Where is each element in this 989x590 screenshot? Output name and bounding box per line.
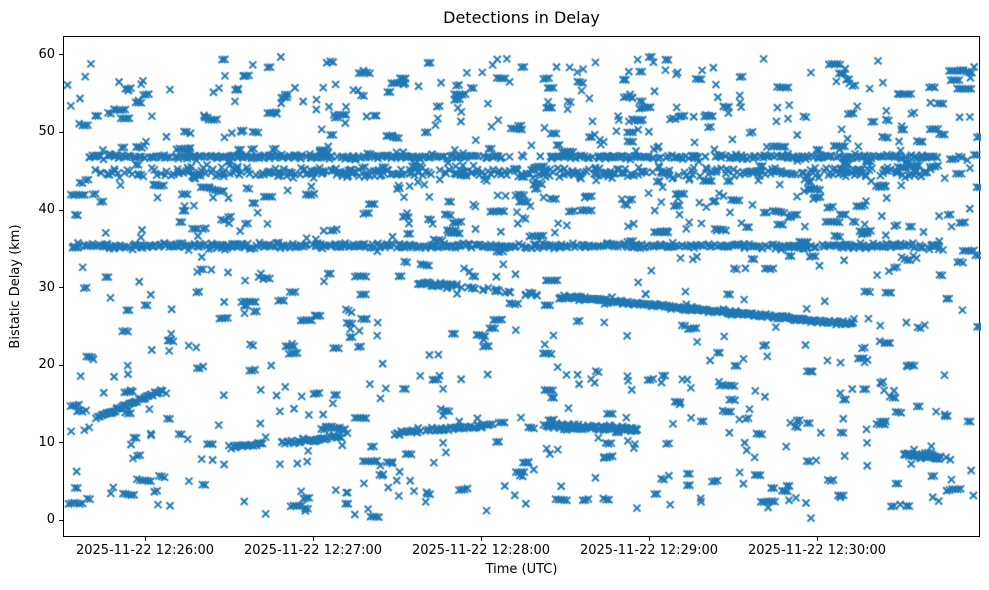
y-tick-label: 10: [38, 434, 55, 450]
y-tick-mark: [59, 209, 63, 211]
y-tick-mark: [59, 54, 63, 56]
x-tick-mark: [816, 537, 818, 541]
chart-title: Detections in Delay: [443, 8, 600, 27]
y-tick-mark: [59, 442, 63, 444]
x-tick-label: 2025-11-22 12:28:00: [411, 543, 551, 558]
y-tick-label: 0: [46, 512, 55, 528]
y-tick-mark: [59, 287, 63, 288]
y-tick-label: 20: [38, 357, 55, 372]
x-tick-label: 2025-11-22 12:30:00: [747, 543, 887, 558]
x-axis-label: Time (UTC): [485, 562, 558, 577]
x-tick-mark: [648, 537, 650, 541]
x-tick-label: 2025-11-22 12:26:00: [75, 543, 215, 558]
scatter-canvas: [64, 37, 981, 538]
x-tick-label: 2025-11-22 12:29:00: [579, 543, 719, 558]
y-tick-label: 40: [38, 202, 55, 217]
x-tick-mark: [312, 537, 314, 541]
x-tick-label: 2025-11-22 12:27:00: [243, 543, 383, 558]
x-tick-mark: [480, 537, 482, 541]
y-tick-mark: [59, 519, 63, 521]
y-tick-label: 60: [38, 46, 55, 62]
y-tick-mark: [59, 364, 63, 366]
plot-area: [63, 36, 981, 538]
y-tick-mark: [59, 131, 63, 133]
y-tick-label: 50: [38, 124, 55, 140]
x-tick-mark: [144, 537, 146, 541]
y-tick-label: 30: [38, 279, 55, 295]
